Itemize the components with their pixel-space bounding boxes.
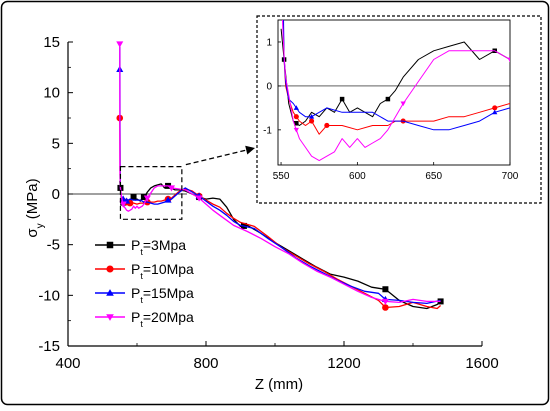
series-4-marker — [143, 195, 151, 202]
inset-series-1-marker — [339, 96, 345, 102]
inset-series-3-marker — [492, 109, 498, 115]
inset-series-3-marker — [293, 105, 299, 110]
legend-label: Pt=15Mpa — [131, 285, 194, 305]
inset-series-4-marker — [293, 127, 299, 133]
series-2-marker — [382, 304, 389, 311]
legend-label-main: P — [131, 309, 140, 325]
inset-x-tick-label: 600 — [349, 171, 366, 182]
inset-series-line-4 — [282, 20, 510, 162]
zoom-region-box — [119, 166, 183, 220]
legend-label-main: P — [131, 261, 140, 277]
series-4-marker — [381, 298, 389, 305]
series-4-marker — [195, 195, 203, 202]
legend-label-value: =20Mpa — [143, 309, 194, 325]
inset-axes-box — [277, 19, 511, 166]
inset-series-1-marker — [294, 121, 299, 126]
legend-label-sub: t — [140, 319, 143, 329]
y-axis-label: σy (MPa) — [24, 178, 46, 237]
y-tick-label: 0 — [52, 186, 60, 203]
inset-x-tick-label: 700 — [502, 171, 519, 182]
legend-label-sub: t — [140, 295, 143, 305]
legend-label-main: P — [131, 285, 140, 301]
inset-series-4-marker — [507, 57, 510, 63]
inset-series-2-marker — [309, 118, 315, 124]
inset-x-tick-label: 650 — [425, 171, 442, 182]
legend-label-value: =10Mpa — [143, 261, 194, 277]
inset-y-tick-label: -1 — [263, 125, 272, 136]
x-tick-label: 800 — [193, 355, 218, 372]
y-tick-label: -10 — [38, 287, 60, 304]
y-tick-label: 15 — [43, 34, 60, 51]
legend-label-sub: t — [140, 247, 143, 257]
series-3-marker — [164, 196, 172, 203]
series-4-marker — [116, 41, 124, 48]
x-tick-label: 400 — [55, 355, 80, 372]
inset-y-tick-label: 0 — [266, 81, 272, 92]
legend-label-value: =15Mpa — [143, 285, 194, 301]
series-1-marker — [382, 286, 389, 293]
legend-label: Pt=3Mpa — [131, 237, 186, 257]
y-axis-label-sub: y — [35, 223, 46, 228]
x-tick-label: 1200 — [327, 355, 360, 372]
series-4-marker — [119, 201, 127, 208]
y-tick-label: 5 — [52, 135, 60, 152]
main-plot-series — [116, 41, 444, 311]
legend-label-main: P — [131, 237, 140, 253]
y-tick-label: 10 — [43, 85, 60, 102]
inset-series-3-marker — [308, 113, 315, 119]
inset-x-tick-label: 550 — [273, 171, 290, 182]
series-3-marker — [119, 195, 127, 202]
inset-series-2-marker — [324, 122, 330, 129]
inset-series-line-3 — [283, 20, 510, 131]
legend-label-sub: t — [140, 271, 143, 281]
legend-label: Pt=20Mpa — [131, 309, 194, 329]
series-4-marker — [167, 185, 176, 192]
series-1-marker — [130, 194, 137, 201]
legend-label-value: =3Mpa — [143, 237, 186, 253]
inset-series-1-marker — [385, 96, 391, 102]
y-axis-label-unit: (MPa) — [24, 178, 41, 223]
zoom-arrow-head — [245, 145, 255, 155]
series-1-marker — [140, 194, 147, 201]
legend-swatch-marker — [106, 265, 114, 273]
inset-series-group — [280, 20, 510, 162]
y-axis-label-main: σ — [24, 228, 41, 238]
zoom-arrow-line — [185, 147, 256, 166]
x-tick-label: 1600 — [465, 355, 498, 372]
y-tick-label: -15 — [38, 338, 60, 355]
inset-series-4-marker — [400, 101, 406, 107]
legend-swatch-marker — [106, 241, 114, 249]
x-axis-label: Z (mm) — [255, 376, 303, 393]
inset-y-tick-label: 1 — [266, 37, 272, 48]
inset-plot: 1 0 -1 550 600 650 700 — [256, 15, 542, 204]
inset-series-2-marker — [293, 114, 299, 120]
legend-swatch-marker — [106, 314, 114, 321]
series-line-4 — [119, 43, 441, 304]
legend-label: Pt=10Mpa — [131, 261, 194, 281]
y-tick-label: -5 — [47, 237, 60, 254]
inset-series-2-marker — [492, 105, 498, 111]
zoom-indicator — [119, 145, 256, 220]
legend-swatch-marker — [106, 289, 114, 296]
inset-frame — [256, 15, 542, 204]
